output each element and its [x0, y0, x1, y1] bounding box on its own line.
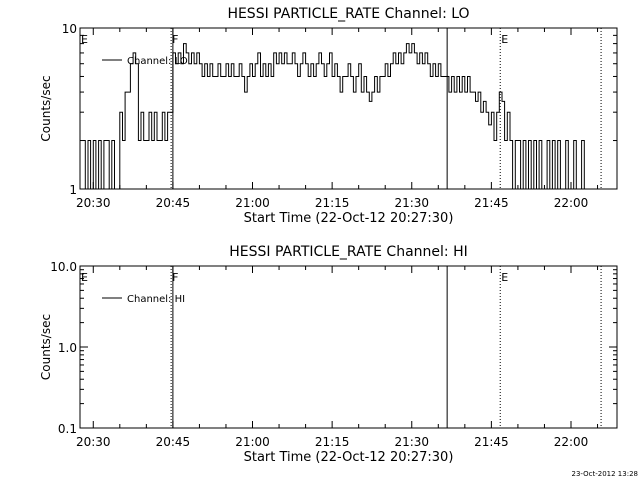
x-tick-label: 20:45 — [156, 196, 191, 210]
time-marker-label: E — [81, 33, 88, 46]
y-tick-label: 10 — [62, 22, 77, 36]
x-tick-label: 21:30 — [394, 435, 429, 449]
x-tick-label: 21:00 — [235, 435, 270, 449]
x-tick-label: 20:45 — [156, 435, 191, 449]
time-marker-label: E — [501, 271, 508, 284]
series-line — [82, 43, 598, 190]
x-tick-label: 21:15 — [315, 435, 350, 449]
x-tick-label: 21:45 — [474, 435, 509, 449]
time-marker-label: F — [172, 33, 178, 46]
x-tick-label: 20:30 — [76, 196, 111, 210]
x-tick-label: 21:15 — [315, 196, 350, 210]
y-axis-label: Counts/sec — [39, 314, 53, 380]
x-tick-label: 20:30 — [76, 435, 111, 449]
x-axis-label: Start Time (22-Oct-12 20:27:30) — [244, 211, 454, 226]
y-tick-label: 0.1 — [58, 422, 77, 436]
time-marker-label: E — [81, 271, 88, 284]
y-tick-label: 1 — [69, 183, 77, 197]
y-tick-label: 1.0 — [58, 341, 77, 355]
legend-label: Channel: HI — [127, 294, 185, 305]
chart-title: HESSI PARTICLE_RATE Channel: HI — [229, 244, 467, 260]
plot-frame — [79, 265, 618, 429]
time-marker-label: F — [172, 271, 178, 284]
x-tick-label: 21:30 — [394, 196, 429, 210]
legend-label: Channel: LO — [127, 56, 188, 67]
time-marker-label: E — [501, 33, 508, 46]
chart-panel-0: HESSI PARTICLE_RATE Channel: LO 20:30 20:4… — [39, 6, 618, 226]
y-axis-label: Counts/sec — [39, 75, 53, 141]
y-tick-label: 10.0 — [50, 260, 77, 274]
timestamp: 23-Oct-2012 13:28 — [572, 470, 638, 478]
x-tick-label: 22:00 — [554, 435, 589, 449]
x-tick-label: 21:45 — [474, 196, 509, 210]
plot-frame — [79, 27, 618, 190]
chart-title: HESSI PARTICLE_RATE Channel: LO — [227, 6, 469, 22]
x-tick-label: 22:00 — [554, 196, 589, 210]
x-axis-label: Start Time (22-Oct-12 20:27:30) — [244, 450, 454, 465]
x-tick-label: 21:00 — [235, 196, 270, 210]
chart-panel-1: HESSI PARTICLE_RATE Channel: HI 20:30 20:4… — [39, 244, 618, 465]
